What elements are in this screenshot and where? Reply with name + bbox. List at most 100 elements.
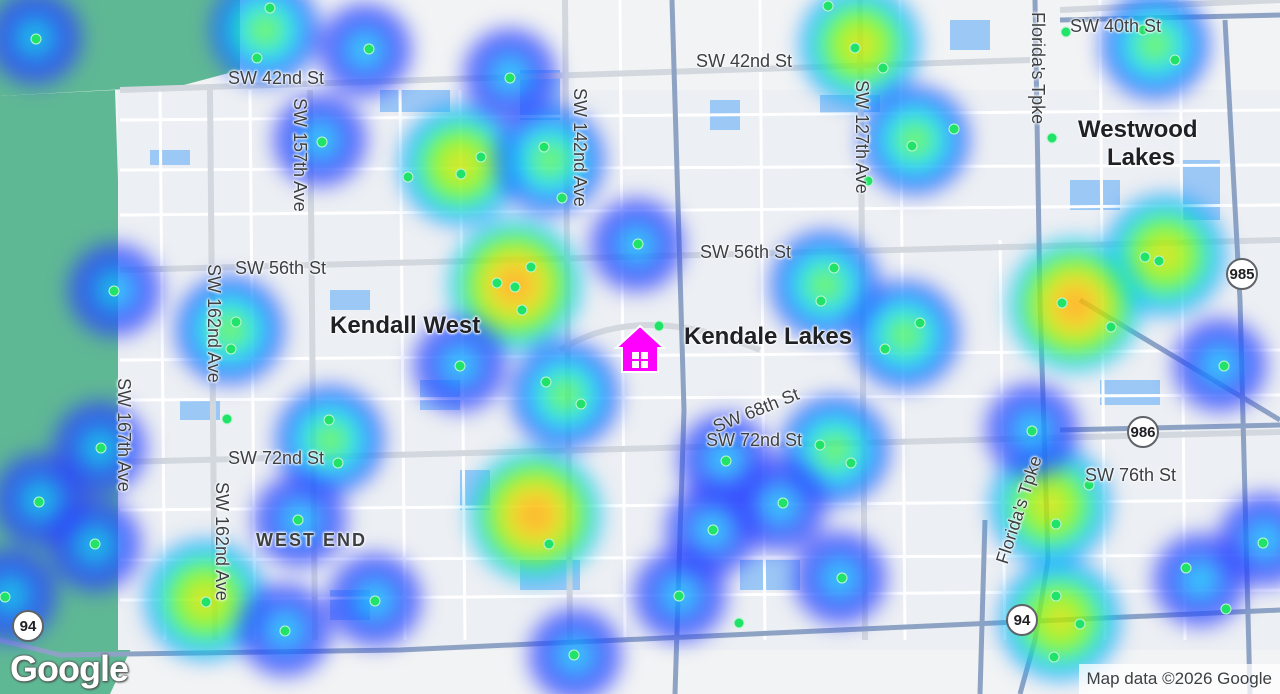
data-point[interactable]: [673, 590, 685, 602]
data-point[interactable]: [720, 455, 732, 467]
data-point[interactable]: [1218, 360, 1230, 372]
data-point[interactable]: [292, 514, 304, 526]
data-point[interactable]: [556, 192, 568, 204]
data-point[interactable]: [1050, 590, 1062, 602]
data-point[interactable]: [475, 151, 487, 163]
data-point[interactable]: [1153, 255, 1165, 267]
data-point[interactable]: [1139, 251, 1151, 263]
data-point[interactable]: [543, 538, 555, 550]
data-point[interactable]: [814, 439, 826, 451]
home-marker[interactable]: [612, 322, 668, 376]
data-point[interactable]: [332, 457, 344, 469]
data-point[interactable]: [108, 285, 120, 297]
data-point[interactable]: [575, 398, 587, 410]
street-label: SW 42nd St: [228, 68, 325, 88]
data-point[interactable]: [1180, 562, 1192, 574]
data-point[interactable]: [455, 168, 467, 180]
data-point[interactable]: [777, 497, 789, 509]
heat-blob: [1101, 0, 1209, 99]
data-point[interactable]: [845, 457, 857, 469]
street-label: SW 72nd St: [706, 430, 803, 450]
data-point[interactable]: [849, 42, 861, 54]
data-point[interactable]: [836, 572, 848, 584]
data-point[interactable]: [632, 238, 644, 250]
data-point[interactable]: [264, 2, 276, 14]
google-logo: Google: [10, 648, 129, 689]
data-point[interactable]: [914, 317, 926, 329]
data-point[interactable]: [504, 72, 516, 84]
heat-blob: [511, 341, 619, 449]
data-point[interactable]: [89, 538, 101, 550]
data-point[interactable]: [30, 33, 42, 45]
data-point[interactable]: [402, 171, 414, 183]
data-point[interactable]: [540, 376, 552, 388]
data-point[interactable]: [33, 496, 45, 508]
street-label: SW 162nd Ave: [212, 482, 232, 601]
data-point[interactable]: [1105, 321, 1117, 333]
data-point[interactable]: [516, 304, 528, 316]
data-point[interactable]: [948, 123, 960, 135]
data-point[interactable]: [363, 43, 375, 55]
map-attribution[interactable]: Map data ©2026 Google: [1078, 664, 1280, 694]
data-point[interactable]: [1026, 425, 1038, 437]
route-shield: 94: [1006, 604, 1038, 636]
route-shield: 985: [1226, 258, 1258, 290]
data-point[interactable]: [1074, 618, 1086, 630]
street-label: SW 127th Ave: [852, 80, 872, 194]
data-point[interactable]: [1056, 297, 1068, 309]
data-point[interactable]: [316, 136, 328, 148]
data-point[interactable]: [1050, 518, 1062, 530]
data-point[interactable]: [225, 343, 237, 355]
street-label: Florida's Tpke: [1028, 12, 1048, 125]
data-point[interactable]: [323, 414, 335, 426]
data-point[interactable]: [279, 625, 291, 637]
street-label: SW 162nd Ave: [204, 264, 224, 383]
data-point[interactable]: [491, 277, 503, 289]
route-shield: 94: [12, 610, 44, 642]
data-point[interactable]: [877, 62, 889, 74]
data-point[interactable]: [568, 649, 580, 661]
data-point[interactable]: [200, 596, 212, 608]
data-point[interactable]: [525, 261, 537, 273]
street-label: SW 40th St: [1070, 16, 1162, 36]
data-point[interactable]: [828, 262, 840, 274]
data-point[interactable]: [1220, 603, 1232, 615]
data-point[interactable]: [1169, 54, 1181, 66]
street-label: SW 76th St: [1085, 465, 1177, 485]
heat-blob: [0, 0, 83, 86]
heat-blob: [861, 86, 969, 194]
data-point[interactable]: [95, 442, 107, 454]
data-point[interactable]: [906, 140, 918, 152]
data-point[interactable]: [1083, 479, 1095, 491]
heat-blob: [176, 276, 284, 384]
home-icon: [613, 324, 667, 373]
heat-blob: [851, 281, 959, 389]
data-point[interactable]: [1048, 651, 1060, 663]
data-point[interactable]: [454, 360, 466, 372]
data-point[interactable]: [862, 175, 874, 187]
data-point[interactable]: [538, 141, 550, 153]
data-point[interactable]: [822, 0, 834, 12]
heat-blob: [469, 449, 601, 581]
data-point[interactable]: [0, 591, 11, 603]
place-label-kendall-west: Kendall West: [330, 312, 481, 339]
data-point[interactable]: [251, 52, 263, 64]
data-point[interactable]: [1046, 132, 1058, 144]
heat-blob: [1009, 239, 1141, 371]
data-point[interactable]: [369, 595, 381, 607]
route-shield: 986: [1127, 416, 1159, 448]
data-point[interactable]: [509, 281, 521, 293]
data-point[interactable]: [1060, 26, 1072, 38]
heat-blob: [1152, 532, 1248, 628]
data-point[interactable]: [815, 295, 827, 307]
data-point[interactable]: [230, 316, 242, 328]
data-point[interactable]: [221, 413, 233, 425]
data-point[interactable]: [707, 524, 719, 536]
data-point[interactable]: [1137, 24, 1149, 36]
data-point[interactable]: [1257, 537, 1269, 549]
data-point[interactable]: [733, 617, 745, 629]
data-point[interactable]: [653, 320, 665, 332]
data-point[interactable]: [879, 343, 891, 355]
